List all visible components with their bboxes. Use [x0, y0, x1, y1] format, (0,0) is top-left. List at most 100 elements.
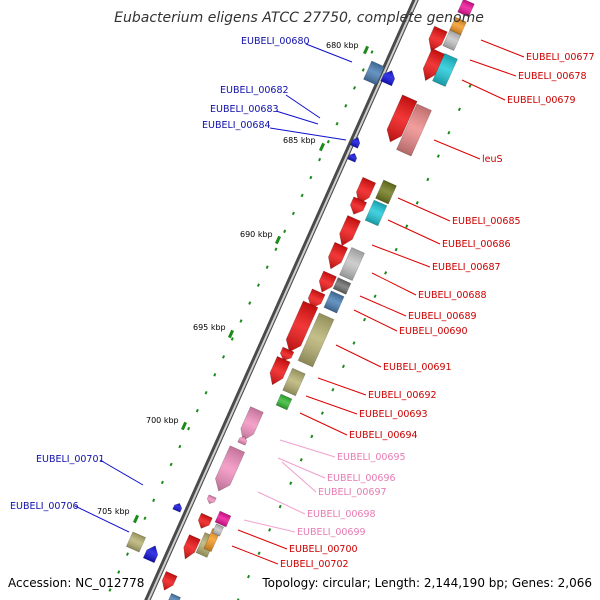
feature-cyan-00678[interactable]: [432, 53, 458, 87]
feature-orange-00677[interactable]: [449, 16, 467, 36]
connector-eubeli-00682: [285, 94, 321, 119]
connector-eubeli-00685: [397, 197, 451, 222]
connector-eubeli-00679: [461, 79, 506, 101]
connector-eubeli-00696: [277, 457, 326, 479]
tick-label-680: 680 kbp: [326, 41, 359, 50]
gene-label-eubeli-00678[interactable]: EUBELI_00678: [518, 71, 587, 82]
gene-label-eubeli-00706[interactable]: EUBELI_00706: [10, 501, 79, 512]
tick-mark: [227, 329, 235, 339]
gene-label-eubeli-00696[interactable]: EUBELI_00696: [327, 473, 396, 484]
connector-eubeli-00694: [299, 412, 348, 436]
feature-olive-00690[interactable]: [297, 312, 335, 368]
gene-label-eubeli-00698[interactable]: EUBELI_00698: [307, 509, 376, 520]
gene-label-eubeli-00701[interactable]: EUBELI_00701: [36, 454, 105, 465]
feature-magenta-00677[interactable]: [457, 0, 475, 18]
gene-label-eubeli-00695[interactable]: EUBELI_00695: [337, 452, 406, 463]
gene-label-eubeli-00682[interactable]: EUBELI_00682: [220, 85, 289, 96]
gene-eubeli-00692[interactable]: [266, 355, 291, 387]
feature-steel-00703[interactable]: [166, 592, 182, 600]
gene-eubeli-00695[interactable]: [237, 406, 264, 444]
gene-label-eubeli-00687[interactable]: EUBELI_00687: [432, 262, 501, 273]
gene-label-eubeli-00693[interactable]: EUBELI_00693: [359, 409, 428, 420]
feature-darkolive-00685[interactable]: [375, 179, 397, 205]
gene-eubeli-00697[interactable]: [211, 445, 246, 495]
connector-eubeli-00700: [237, 529, 288, 550]
gene-eubeli-00679[interactable]: [419, 48, 446, 84]
gene-label-eubeli-00702[interactable]: EUBELI_00702: [280, 559, 349, 570]
connector-eubeli-00687: [371, 244, 431, 268]
gene-label-eubeli-00692[interactable]: EUBELI_00692: [368, 390, 437, 401]
gene-eubeli-00698[interactable]: [206, 494, 217, 506]
gc-track-inner: [108, 50, 374, 592]
gene-label-eubeli-00679[interactable]: EUBELI_00679: [507, 95, 576, 106]
tick-mark: [318, 142, 326, 152]
gene-eubeli-00696[interactable]: [237, 435, 249, 446]
gene-label-eubeli-00684[interactable]: EUBELI_00684: [202, 120, 271, 131]
gene-label-eubeli-00683[interactable]: EUBELI_00683: [210, 104, 279, 115]
feature-green-00693[interactable]: [275, 393, 293, 411]
gene-eubeli-00690[interactable]: [305, 288, 326, 311]
gene-eubeli-00683[interactable]: [349, 136, 361, 149]
topology-text: Topology: circular; Length: 2,144,190 bp…: [261, 576, 592, 590]
connector-eubeli-00684: [269, 127, 347, 141]
connector-eubeli-00686: [387, 219, 441, 245]
feature-steel-00689[interactable]: [323, 290, 345, 314]
gene-label-eubeli-00691[interactable]: EUBELI_00691: [383, 362, 452, 373]
connector-eubeli-00706: [74, 505, 130, 533]
feature-darkgray-00688[interactable]: [332, 277, 352, 295]
gene-eubeli-00692-a[interactable]: [278, 346, 295, 363]
gene-label-leus[interactable]: leuS: [482, 154, 503, 165]
gene-eubeli-00689[interactable]: [316, 270, 337, 295]
gene-label-eubeli-00689[interactable]: EUBELI_00689: [408, 311, 477, 322]
gene-label-eubeli-00700[interactable]: EUBELI_00700: [289, 544, 358, 555]
feature-gray-00687[interactable]: [339, 247, 365, 281]
gene-label-eubeli-00686[interactable]: EUBELI_00686: [442, 239, 511, 250]
gene-eubeli-00677[interactable]: [425, 25, 448, 54]
feature-olive-00706[interactable]: [125, 531, 147, 553]
gene-label-eubeli-00688[interactable]: EUBELI_00688: [418, 290, 487, 301]
feature-olive-00692[interactable]: [282, 367, 306, 397]
gene-eubeli-00691[interactable]: [282, 300, 319, 355]
gene-eubeli-00701[interactable]: [172, 502, 184, 513]
gene-leus[interactable]: [383, 94, 418, 145]
gene-eubeli-00688[interactable]: [324, 241, 349, 271]
gene-eubeli-00680[interactable]: [380, 68, 398, 87]
feature-steel-00680[interactable]: [363, 60, 385, 86]
gene-eubeli-00684[interactable]: [347, 152, 359, 163]
feature-gray-00702[interactable]: [211, 523, 225, 537]
connector-eubeli-00697: [281, 461, 317, 493]
connector-eubeli-00698: [257, 491, 306, 515]
connector-eubeli-00692: [317, 377, 367, 396]
gene-label-eubeli-00694[interactable]: EUBELI_00694: [349, 430, 418, 441]
connector-eubeli-00695: [279, 439, 336, 458]
feature-cyan-00686[interactable]: [364, 199, 388, 227]
gene-label-eubeli-00697[interactable]: EUBELI_00697: [318, 487, 387, 498]
tick-label-690: 690 kbp: [240, 230, 273, 239]
connector-eubeli-00678: [469, 59, 517, 77]
connector-eubeli-00688: [371, 272, 417, 296]
connector-leus: [433, 139, 481, 160]
gene-label-eubeli-00677[interactable]: EUBELI_00677: [526, 52, 595, 63]
feature-salmon-leus[interactable]: [396, 103, 432, 157]
tick-label-685: 685 kbp: [283, 136, 316, 145]
gene-label-eubeli-00685[interactable]: EUBELI_00685: [452, 216, 521, 227]
gene-eubeli-00687[interactable]: [335, 215, 361, 248]
connector-eubeli-00690: [353, 309, 398, 332]
gene-label-eubeli-00680[interactable]: EUBELI_00680: [241, 36, 310, 47]
connector-eubeli-00689: [359, 295, 407, 317]
feature-magenta-00700[interactable]: [214, 510, 232, 528]
gene-eubeli-00686[interactable]: [347, 196, 368, 217]
map-title: Eubacterium eligens ATCC 27750, complete…: [114, 10, 484, 26]
tick-label-695: 695 kbp: [193, 323, 226, 332]
gene-eubeli-00706[interactable]: [142, 543, 160, 564]
gene-eubeli-00703[interactable]: [159, 570, 178, 592]
connector-eubeli-00680: [305, 43, 353, 63]
gene-eubeli-00685[interactable]: [352, 176, 377, 206]
gene-eubeli-00700[interactable]: [196, 512, 213, 531]
gene-label-eubeli-00690[interactable]: EUBELI_00690: [399, 326, 468, 337]
gene-eubeli-00702[interactable]: [180, 534, 201, 562]
gene-label-eubeli-00699[interactable]: EUBELI_00699: [297, 527, 366, 538]
gc-track-outer: [236, 84, 472, 600]
tick-label-700: 700 kbp: [146, 416, 179, 425]
